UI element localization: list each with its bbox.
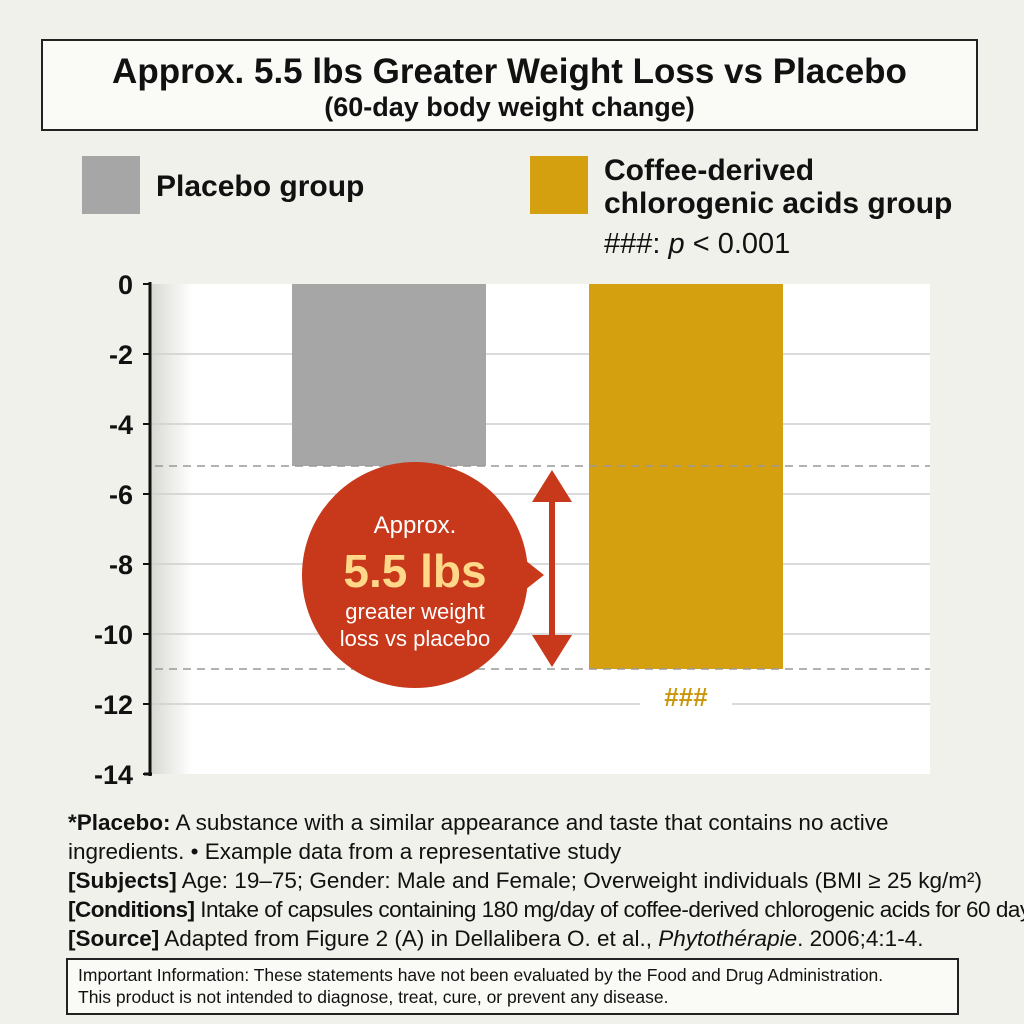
callout-line-1: Approx. [374, 512, 457, 539]
note-placebo-cont: ingredients. • Example data from a repre… [68, 839, 622, 864]
notes: *Placebo: A substance with a similar app… [68, 808, 1024, 953]
significance-note: ###: p < 0.001 [604, 228, 791, 260]
disclaimer-line-2: This product is not intended to diagnose… [78, 987, 669, 1007]
legend-label-placebo: Placebo group [156, 170, 365, 203]
y-tick-label: -14 [94, 760, 133, 790]
note-subjects: [Subjects] Age: 19–75; Gender: Male and … [68, 868, 982, 893]
callout-bubble [302, 462, 528, 688]
y-tick-label: -8 [109, 550, 133, 580]
y-tick-label: -4 [109, 410, 133, 440]
plot-shade [150, 284, 192, 774]
legend-swatch-placebo [82, 156, 140, 214]
legend-swatch-chlorogenic [530, 156, 588, 214]
disclaimer-line-1: Important Information: These statements … [78, 965, 884, 985]
bar-chart: 0 -2 -4 -6 -8 -10 -12 -14 Approx. 5.5 lbsgreater… [94, 270, 930, 790]
chart-subtitle: (60-day body weight change) [324, 92, 695, 122]
note-source: [Source] Adapted from Figure 2 (A) in De… [68, 926, 924, 951]
difference-arrow-head-up [532, 470, 572, 502]
y-tick-label: -2 [109, 340, 133, 370]
bar-annotation-bg-1 [640, 679, 732, 713]
legend-label-chlorogenic: Coffee-derived chlorogenic acids group [604, 154, 953, 220]
chart-title: Approx. 5.5 lbs Greater Weight Loss vs P… [112, 52, 907, 91]
difference-arrow-head-down [532, 635, 572, 667]
note-conditions: [Conditions] Intake of capsules containi… [68, 897, 1024, 922]
y-tick-label: 0 [118, 270, 133, 300]
callout-line-4: loss vs placebo [340, 626, 490, 651]
title-box: Approx. 5.5 lbs Greater Weight Loss vs P… [41, 39, 978, 131]
note-placebo: *Placebo: A substance with a similar app… [68, 810, 889, 835]
callout-line-2: 5.5 lbs [343, 545, 486, 597]
bar-annotation-1: ### [664, 682, 708, 712]
y-tick-label: -6 [109, 480, 133, 510]
bar-0 [292, 284, 486, 466]
y-tick-label: -10 [94, 620, 133, 650]
disclaimer-box: Important Information: These statements … [66, 958, 959, 1015]
bar-1 [589, 284, 783, 669]
callout-line-3: greater weight [345, 599, 484, 624]
y-tick-label: -12 [94, 690, 133, 720]
plot-area [150, 284, 930, 774]
